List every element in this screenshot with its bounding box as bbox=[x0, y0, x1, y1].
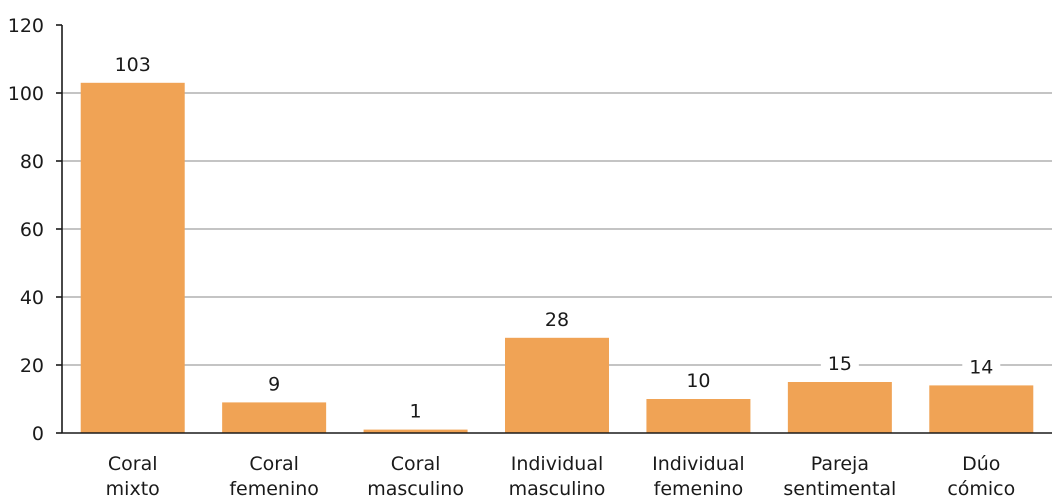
data-labels: 103 9 1 28 10 15 14 bbox=[107, 51, 1001, 423]
data-label: 14 bbox=[969, 356, 993, 378]
bar bbox=[505, 337, 609, 433]
ytick-label: 0 bbox=[32, 423, 44, 445]
category-label-line: Pareja bbox=[811, 453, 869, 475]
category-label: Coral masculino bbox=[367, 453, 464, 500]
ytick-label: 40 bbox=[20, 287, 44, 309]
category-label-line: Dúo bbox=[962, 453, 1000, 475]
category-label-line: Individual bbox=[652, 453, 745, 475]
category-label-line: cómico bbox=[947, 478, 1015, 500]
category-label-line: mixto bbox=[106, 478, 160, 500]
data-label-halo bbox=[679, 368, 718, 392]
gridlines bbox=[62, 92, 1052, 366]
data-label: 15 bbox=[828, 353, 852, 375]
data-label: 1 bbox=[410, 401, 422, 423]
bar bbox=[363, 429, 468, 433]
category-label: Dúo cómico bbox=[947, 453, 1015, 500]
category-label-line: masculino bbox=[509, 478, 606, 500]
ytick-label: 60 bbox=[20, 219, 44, 241]
data-label: 28 bbox=[545, 309, 569, 331]
data-label-halo bbox=[820, 351, 859, 375]
bars bbox=[80, 82, 1034, 434]
category-label-line: Coral bbox=[391, 453, 441, 475]
data-label-halo bbox=[261, 371, 288, 396]
bar bbox=[929, 385, 1034, 433]
category-label-line: Coral bbox=[108, 453, 158, 475]
ytick-label: 100 bbox=[8, 83, 44, 105]
category-label: Coral femenino bbox=[229, 453, 319, 500]
data-label-halo bbox=[107, 51, 158, 76]
bar bbox=[646, 399, 751, 433]
category-label: Coral mixto bbox=[106, 453, 160, 500]
data-label: 9 bbox=[268, 373, 280, 395]
data-label-halo bbox=[962, 354, 1001, 379]
ytick-label: 120 bbox=[8, 15, 44, 37]
bar bbox=[222, 402, 327, 433]
bar bbox=[80, 82, 185, 434]
category-label-line: Individual bbox=[511, 453, 604, 475]
category-label-line: masculino bbox=[367, 478, 464, 500]
data-label-halo bbox=[402, 398, 429, 423]
y-axis-ticks: 0 20 40 60 80 100 120 bbox=[8, 15, 62, 445]
category-label: Individual masculino bbox=[509, 453, 606, 500]
ytick-label: 20 bbox=[20, 355, 44, 377]
bar bbox=[787, 382, 892, 433]
data-label: 10 bbox=[686, 370, 710, 392]
category-label: Pareja sentimental bbox=[783, 453, 896, 500]
category-label: Individual femenino bbox=[652, 453, 745, 500]
ytick-label: 80 bbox=[20, 151, 44, 173]
data-label: 103 bbox=[115, 54, 151, 76]
category-label-line: femenino bbox=[229, 478, 319, 500]
category-label-line: sentimental bbox=[783, 478, 896, 500]
category-label-line: Coral bbox=[249, 453, 299, 475]
data-label-halo bbox=[538, 306, 576, 331]
category-label-line: femenino bbox=[654, 478, 744, 500]
